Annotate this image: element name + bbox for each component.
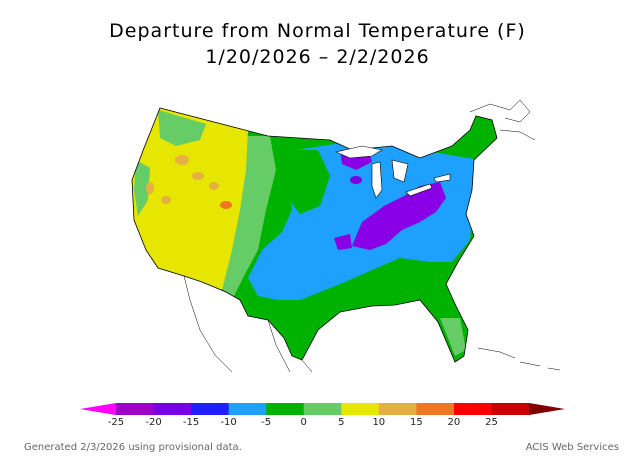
warm-patch-4 (220, 201, 232, 209)
lake-superior (335, 145, 383, 159)
legend-swatch (378, 403, 417, 415)
light-green-strip (220, 136, 276, 316)
legend-tick-label: -15 (182, 417, 200, 428)
purple-region (352, 182, 446, 250)
legend-swatch (266, 403, 305, 415)
warm-patch-3 (209, 182, 219, 190)
caribbean-islands (477, 347, 561, 371)
warm-patch-1 (175, 155, 189, 165)
legend-swatch (116, 403, 155, 415)
ca-green (134, 160, 150, 216)
legend-swatch (228, 403, 267, 415)
florida-green (440, 318, 466, 356)
credit-note: ACIS Web Services (525, 442, 619, 453)
legend-tick-label: 5 (338, 417, 345, 428)
legend-tick-label: -20 (145, 417, 162, 428)
nw-green (158, 110, 206, 146)
legend-arrow-low (80, 403, 116, 415)
lake-patch (350, 176, 362, 184)
legend-swatch (191, 403, 230, 415)
lake-michigan (371, 161, 383, 199)
generated-note: Generated 2/3/2026 using provisional dat… (24, 442, 242, 453)
lake-huron (391, 159, 409, 183)
legend-swatch (153, 403, 192, 415)
us-outline (131, 107, 498, 363)
legend-tick-label: 15 (409, 417, 423, 428)
legend-swatch (453, 403, 492, 415)
canada-coast (469, 99, 536, 141)
warm-patch-5 (161, 196, 171, 204)
legend-swatch (416, 403, 455, 415)
southeast-green (380, 262, 460, 322)
legend-tick-label: 0 (300, 417, 307, 428)
yellow-west (132, 108, 248, 290)
legend-tick-label: 20 (447, 417, 461, 428)
midwest-green (276, 150, 330, 214)
legend-tick-label: 25 (485, 417, 498, 428)
map-title: Departure from Normal Temperature (F) (109, 20, 526, 42)
warm-patch-2 (192, 172, 204, 180)
legend-tick-label: -5 (261, 417, 272, 428)
warm-patch-6 (146, 182, 154, 194)
legend-swatch (303, 403, 342, 415)
date-range: 1/20/2026 – 2/2/2026 (205, 46, 430, 68)
lake-ontario (433, 173, 451, 183)
legend-tick-label: -10 (220, 417, 237, 428)
legend-tick-label: 10 (372, 417, 386, 428)
legend-arrow-high (529, 403, 565, 415)
purple-missouri (334, 234, 352, 250)
legend-swatch (341, 403, 380, 415)
legend-tick-label: -25 (107, 417, 125, 428)
lake-erie (405, 183, 433, 197)
mexico-outline (183, 275, 313, 373)
legend-swatch (491, 403, 530, 415)
